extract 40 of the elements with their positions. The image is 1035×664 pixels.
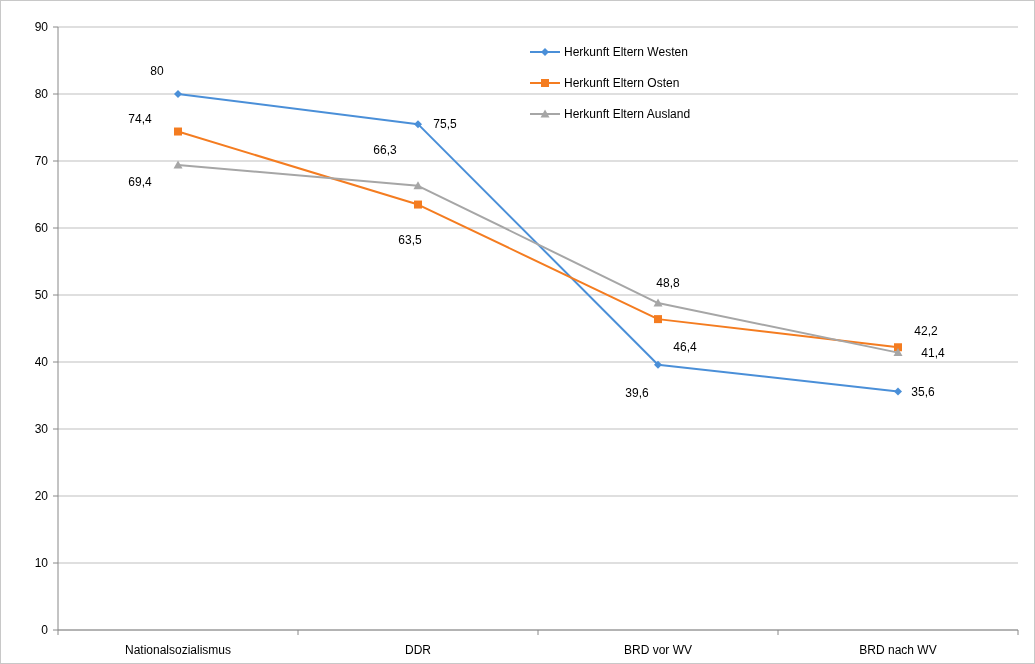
y-tick-label: 20 (34, 489, 49, 504)
point (414, 200, 422, 209)
point (173, 160, 183, 169)
data-label: 39,6 (625, 385, 649, 400)
y-tick-label: 10 (34, 556, 49, 571)
data-label: 41,4 (921, 345, 945, 360)
point (894, 387, 902, 396)
y-tick-label: 70 (34, 154, 49, 169)
y-tick-label: 50 (34, 288, 49, 303)
point (174, 127, 182, 136)
x-tick-label: BRD vor WV (623, 643, 693, 657)
x-tick-label: DDR (405, 643, 432, 657)
data-label: 80 (150, 64, 164, 79)
y-tick-label: 30 (34, 422, 49, 437)
point (414, 120, 422, 129)
data-label: 48,8 (656, 276, 680, 291)
point (894, 343, 902, 352)
y-tick-label: 90 (34, 20, 49, 35)
point (893, 348, 903, 357)
data-label: 46,4 (673, 340, 697, 355)
point (654, 315, 662, 324)
y-tick-label: 40 (34, 355, 49, 370)
legend-label: Herkunft Eltern Westen (564, 45, 688, 60)
point (654, 360, 662, 369)
y-tick-label: 80 (34, 87, 49, 102)
data-label: 66,3 (373, 142, 397, 157)
data-label: 69,4 (128, 175, 152, 190)
y-tick-label: 0 (41, 623, 49, 638)
x-tick-label: BRD nach WV (859, 643, 937, 657)
data-label: 74,4 (128, 111, 152, 126)
x-tick-label: Nationalsozialismus (124, 643, 232, 657)
point (653, 298, 663, 307)
data-label: 35,6 (911, 384, 935, 399)
legend-label: Herkunft Eltern Ausland (564, 107, 691, 122)
y-tick-label: 60 (34, 221, 49, 236)
legend-label: Herkunft Eltern Osten (564, 76, 680, 91)
data-label: 63,5 (398, 232, 422, 247)
point (174, 90, 182, 98)
data-label: 42,2 (914, 324, 938, 339)
data-label: 75,5 (433, 117, 457, 132)
